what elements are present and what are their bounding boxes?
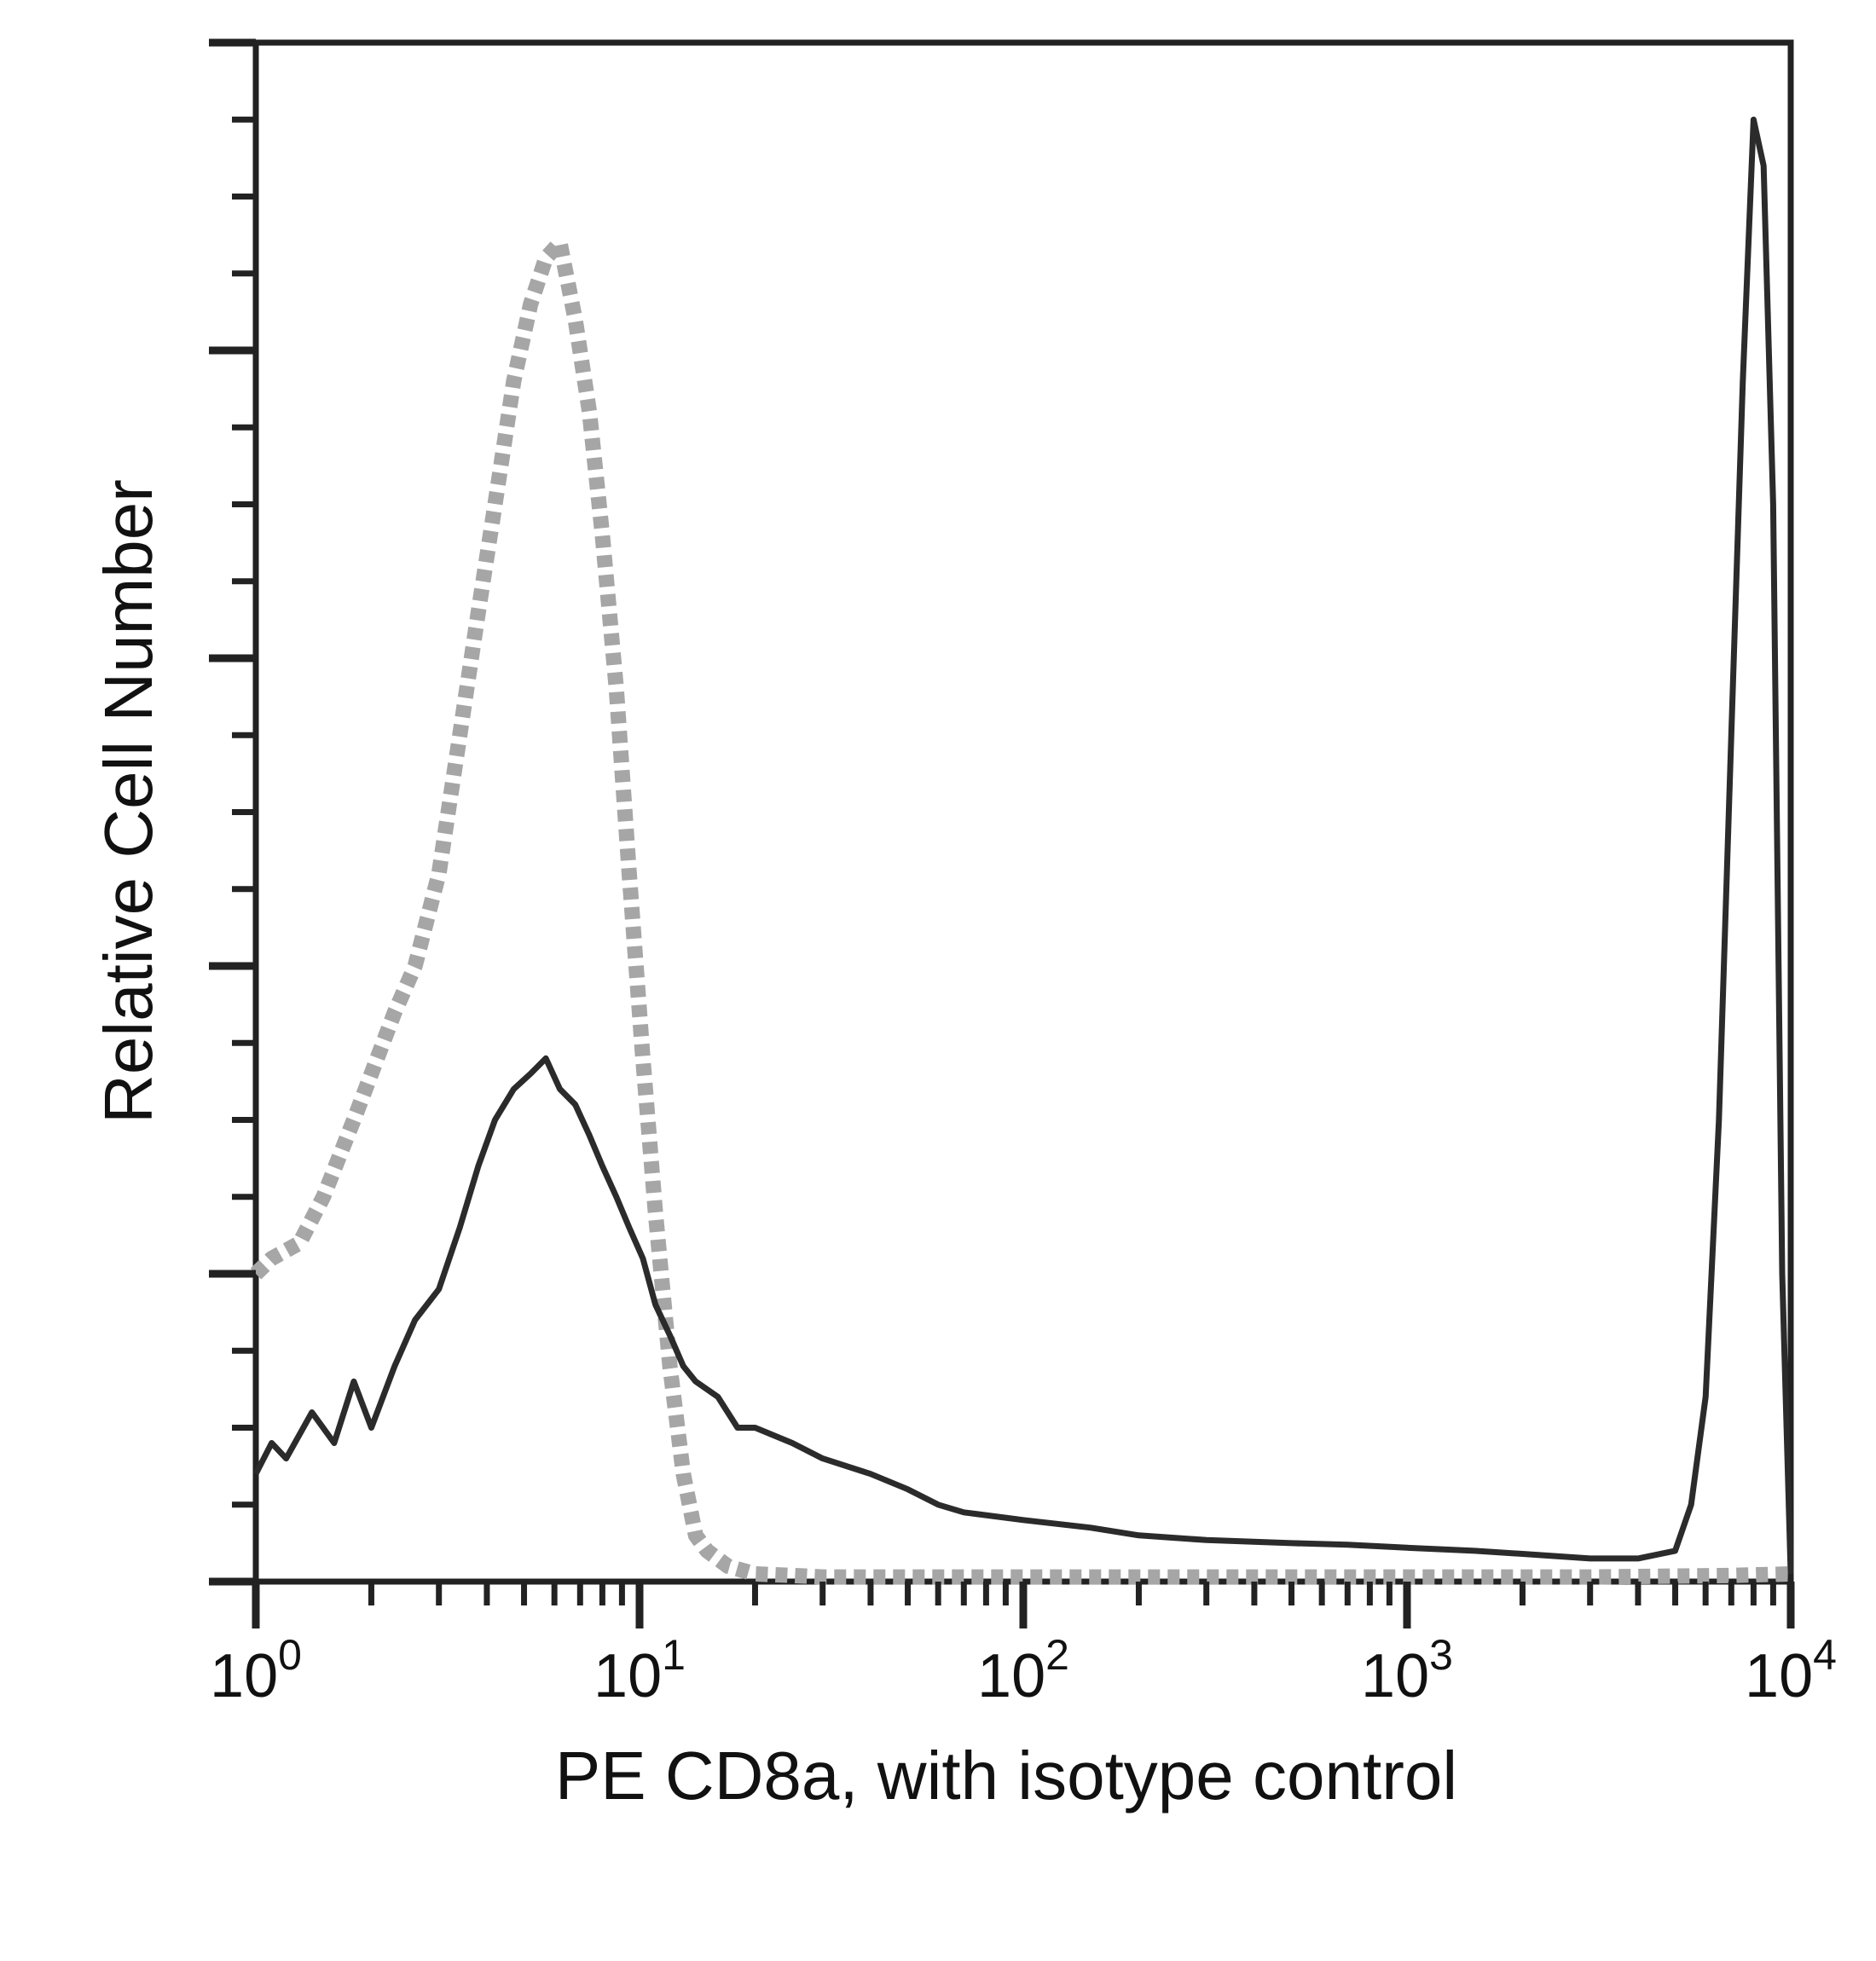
x-tick-label: 100: [210, 1631, 302, 1710]
x-axis-tick-labels: 100 101 102 103 104: [210, 1631, 1837, 1710]
x-axis-title: PE CD8a, with isotype control: [555, 1738, 1457, 1813]
x-axis-ticks: [252, 1582, 1795, 1628]
y-axis-title: Relative Cell Number: [90, 479, 166, 1124]
x-tick-label: 101: [593, 1631, 686, 1710]
series-layer: [250, 116, 1794, 1585]
y-axis-ticks: [209, 38, 256, 1586]
x-tick-label: 103: [1361, 1631, 1453, 1710]
x-tick-label: 104: [1745, 1631, 1837, 1710]
series-line-pe-cd8a: [252, 116, 1794, 1575]
x-tick-label: 102: [977, 1631, 1069, 1710]
series-line-isotype-control: [250, 234, 1792, 1585]
